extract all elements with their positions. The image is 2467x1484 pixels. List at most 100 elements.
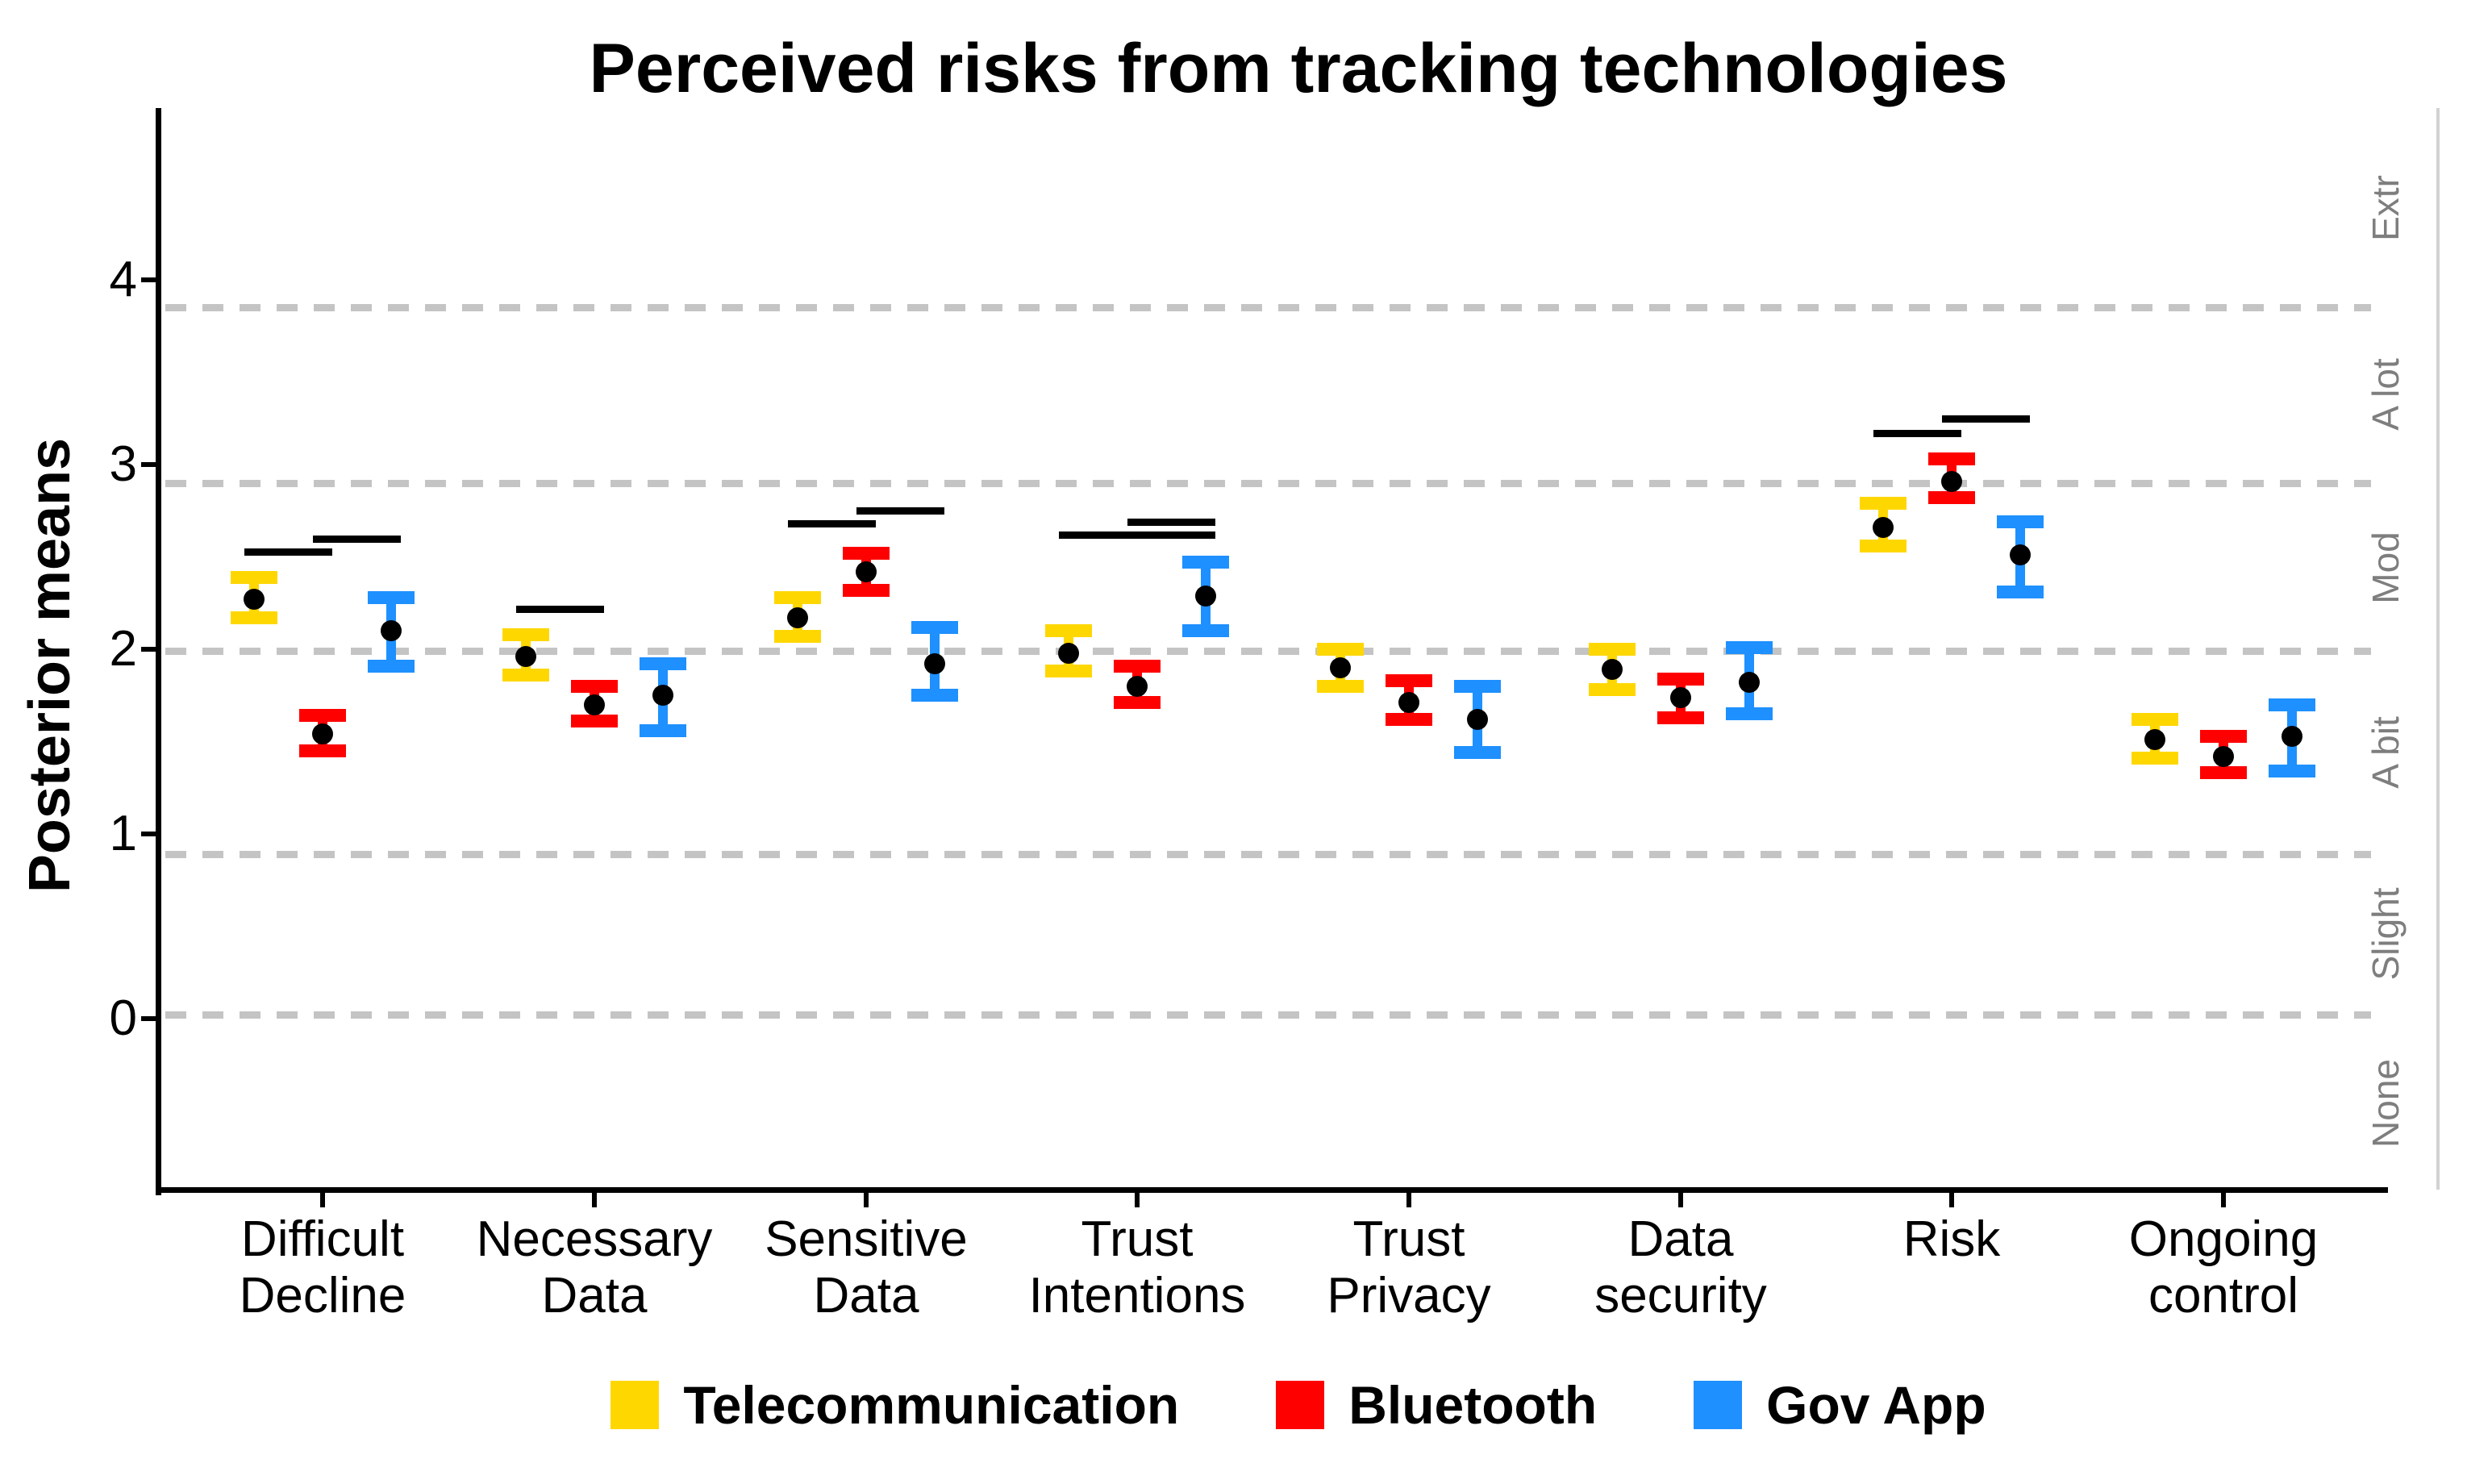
legend-swatch <box>1276 1381 1325 1429</box>
x-category-label: Necessary Data <box>476 1211 713 1324</box>
y-tick <box>141 832 156 836</box>
mean-point <box>924 653 945 674</box>
error-bar-cap-top-gov-app <box>1454 680 1501 693</box>
mean-point <box>1602 659 1623 680</box>
legend-item: Telecommunication <box>610 1374 1179 1436</box>
x-tick <box>1949 1193 1954 1207</box>
y-tick-label: 4 <box>109 252 137 307</box>
legend-label: Gov App <box>1766 1375 1986 1435</box>
error-bar-cap-bot-gov-app <box>911 689 958 702</box>
error-bar-cap-top-bluetooth <box>2200 730 2247 743</box>
right-scale-label: A bit <box>2365 716 2407 789</box>
x-tick <box>1406 1193 1411 1207</box>
mean-point <box>1467 709 1488 730</box>
error-bar-cap-top-bluetooth <box>1386 674 1432 687</box>
mean-point <box>1873 517 1894 538</box>
significance-bar <box>856 507 944 515</box>
error-bar-cap-bot-telecommunication <box>1589 683 1636 696</box>
error-bar-cap-bot-gov-app <box>640 724 686 737</box>
x-tick <box>1135 1193 1140 1207</box>
mean-point <box>381 620 402 641</box>
error-bar-cap-top-bluetooth <box>843 547 890 560</box>
error-bar-cap-bot-telecommunication <box>1045 665 1092 677</box>
legend: Telecommunication Bluetooth Gov App <box>159 1365 2438 1445</box>
x-category-label: Trust Intentions <box>1028 1211 1246 1324</box>
significance-bar <box>1873 430 1961 437</box>
error-bar-cap-bot-gov-app <box>368 660 415 673</box>
mean-point <box>787 607 808 628</box>
threshold-gridline <box>165 304 2371 311</box>
error-bar-cap-bot-telecommunication <box>774 630 821 643</box>
error-bar-cap-top-gov-app <box>911 621 958 634</box>
mean-point <box>584 694 605 715</box>
error-bar-cap-bot-telecommunication <box>1860 540 1907 552</box>
error-bar-cap-top-telecommunication <box>1860 497 1907 510</box>
x-tick <box>592 1193 597 1207</box>
error-bar-cap-top-telecommunication <box>2132 713 2178 726</box>
error-bar-cap-bot-gov-app <box>2269 765 2315 777</box>
error-bar-cap-bot-telecommunication <box>2132 752 2178 765</box>
threshold-gridline <box>165 648 2371 655</box>
mean-point <box>515 646 536 667</box>
error-bar-cap-bot-telecommunication <box>231 611 277 624</box>
significance-bar <box>1942 415 2030 423</box>
mean-point <box>1739 672 1760 693</box>
error-bar-cap-bot-bluetooth <box>2200 766 2247 779</box>
error-bar-cap-top-telecommunication <box>774 591 821 604</box>
mean-point <box>1127 676 1148 697</box>
error-bar-cap-top-telecommunication <box>1317 643 1364 656</box>
y-tick-label: 1 <box>109 806 137 861</box>
legend-item: Bluetooth <box>1276 1374 1597 1436</box>
error-bar-cap-top-bluetooth <box>299 709 346 722</box>
right-scale-label: Extr <box>2365 175 2407 241</box>
mean-point <box>2010 544 2031 565</box>
mean-point <box>1195 586 1216 607</box>
significance-bar <box>313 536 401 543</box>
x-tick <box>1678 1193 1683 1207</box>
x-tick <box>864 1193 869 1207</box>
significance-bar <box>244 548 332 556</box>
mean-point <box>1670 687 1691 708</box>
legend-label: Bluetooth <box>1348 1375 1598 1435</box>
legend-swatch <box>610 1381 660 1429</box>
y-tick <box>141 1016 156 1021</box>
legend-item: Gov App <box>1694 1374 1986 1436</box>
error-bar-cap-bot-bluetooth <box>299 744 346 757</box>
error-bar-cap-bot-gov-app <box>1454 746 1501 759</box>
mean-point <box>2282 726 2302 747</box>
x-category-label: Difficult Decline <box>239 1211 406 1324</box>
mean-point <box>1058 643 1079 664</box>
error-bar-cap-bot-bluetooth <box>1657 711 1704 724</box>
x-category-label: Ongoing control <box>2128 1211 2319 1324</box>
y-tick-label: 2 <box>109 621 137 677</box>
x-category-label: Sensitive Data <box>765 1211 968 1324</box>
mean-point <box>856 561 877 582</box>
error-bar-cap-bot-gov-app <box>1997 586 2044 598</box>
error-bar-cap-bot-gov-app <box>1182 624 1229 637</box>
error-bar-cap-top-bluetooth <box>1928 452 1975 465</box>
mean-point <box>652 685 673 706</box>
mean-point <box>312 723 333 744</box>
mean-point <box>1330 657 1351 678</box>
error-bar-cap-top-telecommunication <box>1589 643 1636 656</box>
mean-point <box>1941 471 1962 492</box>
mean-point <box>244 589 265 610</box>
error-bar-cap-bot-bluetooth <box>1386 713 1432 726</box>
error-bar-cap-bot-telecommunication <box>502 669 549 682</box>
x-tick <box>320 1193 325 1207</box>
error-bar-cap-top-bluetooth <box>1657 673 1704 686</box>
x-category-label: Risk <box>1902 1211 2001 1267</box>
error-bar-cap-bot-bluetooth <box>1928 491 1975 504</box>
error-bar-cap-bot-bluetooth <box>571 715 618 727</box>
error-bar-cap-top-telecommunication <box>1045 624 1092 637</box>
error-bar-cap-top-gov-app <box>640 657 686 670</box>
error-bar-cap-bot-gov-app <box>1726 707 1773 720</box>
y-tick-label: 3 <box>109 436 137 492</box>
error-bar-cap-bot-bluetooth <box>1114 696 1161 709</box>
error-bar-cap-top-telecommunication <box>231 571 277 584</box>
x-category-label: Data security <box>1594 1211 1767 1324</box>
right-axis-line <box>2436 108 2440 1190</box>
error-bar-cap-top-bluetooth <box>571 680 618 693</box>
error-bar-cap-top-gov-app <box>368 591 415 604</box>
